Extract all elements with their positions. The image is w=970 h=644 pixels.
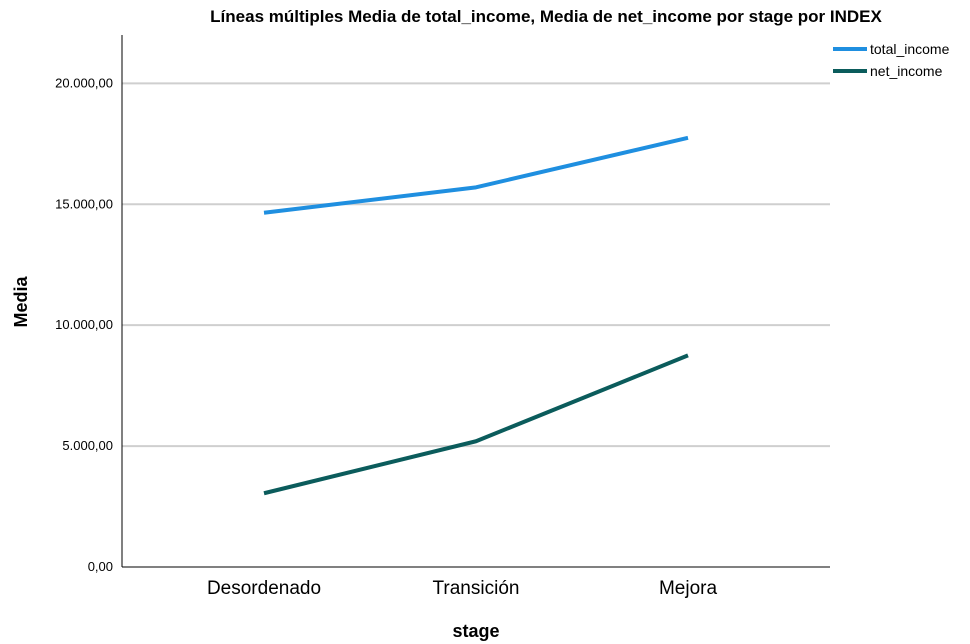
series-line-total-income [263,135,689,215]
series-lines [263,135,689,496]
x-tick-label: Desordenado [207,578,321,599]
y-tick-labels: 0,00 5.000,00 10.000,00 15.000,00 20.000,00 [55,75,113,574]
x-tick-label: Transición [433,578,520,599]
y-tick-label: 15.000,00 [55,196,113,211]
y-tick-label: 20.000,00 [55,75,113,90]
y-axis-title: Media [11,276,31,328]
legend: total_income net_income [833,41,950,79]
legend-label: total_income [870,41,950,57]
x-axis-title: stage [452,621,499,641]
series-line-net-income [263,353,689,496]
x-tick-label: Mejora [659,578,718,599]
x-tick-labels: Desordenado Transición Mejora [207,578,718,599]
chart-title: Líneas múltiples Media de total_income, … [210,7,882,26]
legend-label: net_income [870,63,943,79]
y-tick-label: 5.000,00 [62,438,113,453]
y-tick-label: 0,00 [88,559,113,574]
y-tick-label: 10.000,00 [55,317,113,332]
gridlines [122,82,830,448]
